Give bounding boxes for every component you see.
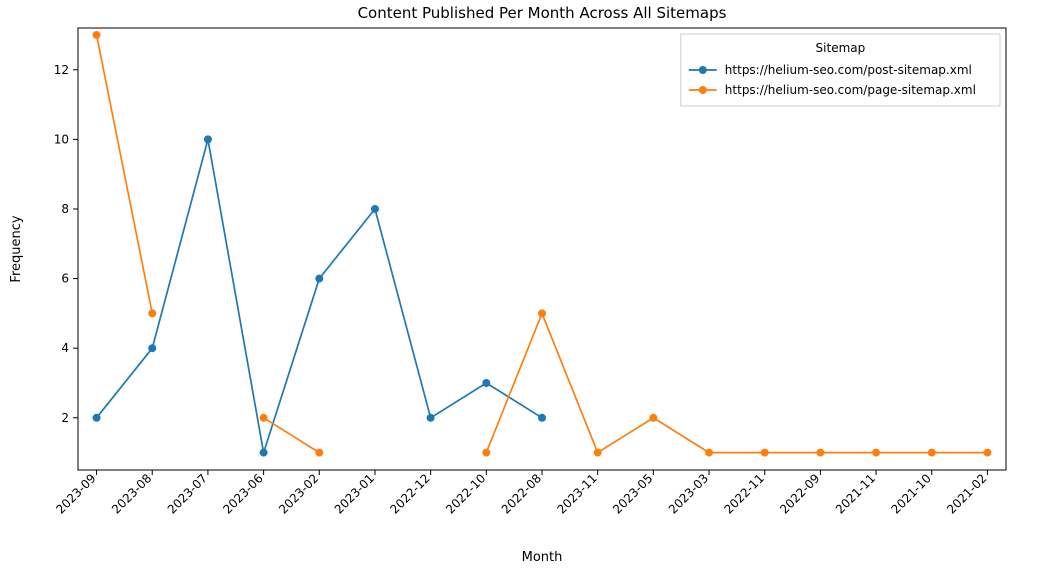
legend-title: Sitemap bbox=[816, 41, 866, 55]
chart-title: Content Published Per Month Across All S… bbox=[358, 4, 727, 22]
x-tick-label: 2023-02 bbox=[276, 471, 321, 516]
x-tick-label: 2023-11 bbox=[554, 471, 599, 516]
series-marker-1 bbox=[148, 309, 156, 317]
series-marker-1 bbox=[816, 449, 824, 457]
line-chart: 246810122023-092023-082023-072023-062023… bbox=[0, 0, 1038, 575]
series-line-0 bbox=[97, 139, 542, 452]
y-tick-label: 6 bbox=[61, 272, 69, 286]
series-marker-1 bbox=[93, 31, 101, 39]
series-marker-1 bbox=[928, 449, 936, 457]
chart-container: 246810122023-092023-082023-072023-062023… bbox=[0, 0, 1038, 575]
x-axis-label: Month bbox=[522, 550, 563, 565]
x-tick-label: 2022-10 bbox=[443, 471, 488, 516]
y-axis-label: Frequency bbox=[9, 215, 24, 282]
series-marker-1 bbox=[538, 309, 546, 317]
x-tick-label: 2022-09 bbox=[777, 471, 822, 516]
legend: Sitemap https://helium-seo.com/post-sitem… bbox=[681, 34, 1000, 106]
series-marker-1 bbox=[872, 449, 880, 457]
x-tick-label: 2023-08 bbox=[109, 471, 154, 516]
y-tick-label: 8 bbox=[61, 202, 69, 216]
series-marker-1 bbox=[260, 414, 268, 422]
series-marker-1 bbox=[649, 414, 657, 422]
series-marker-0 bbox=[371, 205, 379, 213]
legend-marker bbox=[699, 86, 707, 94]
x-tick-label: 2023-01 bbox=[332, 471, 377, 516]
series-marker-1 bbox=[315, 449, 323, 457]
x-tick-label: 2023-05 bbox=[610, 471, 655, 516]
series-marker-0 bbox=[427, 414, 435, 422]
y-tick-label: 12 bbox=[54, 63, 69, 77]
legend-marker bbox=[699, 66, 707, 74]
x-tick-label: 2023-06 bbox=[220, 471, 265, 516]
series-marker-1 bbox=[705, 449, 713, 457]
series-marker-1 bbox=[482, 449, 490, 457]
y-tick-label: 2 bbox=[61, 411, 69, 425]
x-tick-label: 2022-08 bbox=[499, 471, 544, 516]
x-tick-label: 2023-09 bbox=[53, 471, 98, 516]
series-marker-0 bbox=[260, 449, 268, 457]
x-tick-label: 2023-07 bbox=[165, 471, 210, 516]
x-tick-label: 2023-03 bbox=[666, 471, 711, 516]
series-marker-0 bbox=[204, 135, 212, 143]
y-tick-label: 10 bbox=[54, 132, 69, 146]
series-marker-0 bbox=[93, 414, 101, 422]
series-marker-1 bbox=[761, 449, 769, 457]
series-marker-0 bbox=[538, 414, 546, 422]
legend-label: https://helium-seo.com/post-sitemap.xml bbox=[725, 63, 972, 77]
series-marker-1 bbox=[594, 449, 602, 457]
legend-label: https://helium-seo.com/page-sitemap.xml bbox=[725, 83, 976, 97]
series-marker-0 bbox=[148, 344, 156, 352]
x-tick-label: 2022-12 bbox=[387, 471, 432, 516]
series-marker-1 bbox=[983, 449, 991, 457]
x-tick-label: 2021-11 bbox=[833, 471, 878, 516]
series-marker-0 bbox=[482, 379, 490, 387]
x-tick-label: 2021-10 bbox=[889, 471, 934, 516]
series-marker-0 bbox=[315, 275, 323, 283]
y-tick-label: 4 bbox=[61, 341, 69, 355]
x-tick-label: 2021-02 bbox=[944, 471, 989, 516]
x-tick-label: 2022-11 bbox=[721, 471, 766, 516]
